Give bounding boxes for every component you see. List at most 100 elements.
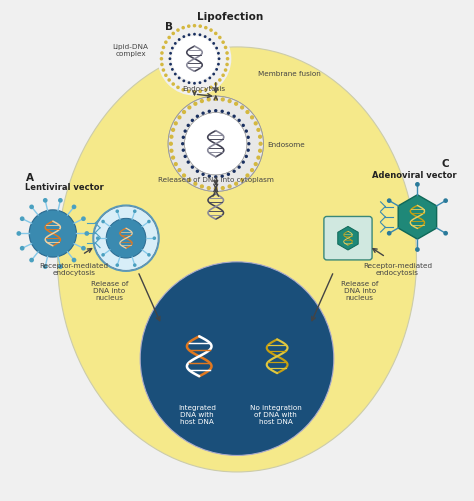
Circle shape bbox=[220, 98, 225, 102]
Circle shape bbox=[204, 80, 207, 83]
Circle shape bbox=[258, 149, 262, 154]
Circle shape bbox=[232, 170, 236, 173]
Circle shape bbox=[193, 102, 198, 107]
Circle shape bbox=[172, 37, 217, 82]
Circle shape bbox=[220, 110, 224, 114]
Circle shape bbox=[169, 53, 172, 56]
Text: Receptor-mediated
endocytosis: Receptor-mediated endocytosis bbox=[363, 263, 432, 276]
Circle shape bbox=[232, 115, 236, 119]
Circle shape bbox=[72, 258, 76, 263]
Circle shape bbox=[221, 41, 225, 45]
Circle shape bbox=[415, 183, 420, 187]
Circle shape bbox=[169, 58, 172, 61]
Circle shape bbox=[245, 130, 248, 134]
Circle shape bbox=[84, 231, 89, 236]
Text: A: A bbox=[26, 172, 34, 182]
Circle shape bbox=[218, 79, 222, 83]
Circle shape bbox=[242, 161, 245, 164]
Circle shape bbox=[214, 187, 218, 191]
Circle shape bbox=[256, 156, 261, 160]
Circle shape bbox=[227, 112, 230, 116]
Circle shape bbox=[133, 210, 137, 213]
Text: Integrated
DNA with
host DNA: Integrated DNA with host DNA bbox=[178, 404, 216, 424]
Circle shape bbox=[196, 170, 199, 173]
Circle shape bbox=[240, 178, 244, 183]
Circle shape bbox=[250, 169, 254, 173]
Circle shape bbox=[187, 106, 191, 110]
Circle shape bbox=[160, 52, 164, 56]
Circle shape bbox=[209, 86, 213, 90]
Circle shape bbox=[220, 186, 225, 191]
Circle shape bbox=[209, 77, 211, 80]
Circle shape bbox=[171, 156, 175, 160]
Circle shape bbox=[43, 198, 47, 203]
Circle shape bbox=[116, 264, 119, 268]
Circle shape bbox=[187, 178, 191, 183]
Circle shape bbox=[191, 166, 194, 169]
Ellipse shape bbox=[57, 48, 417, 472]
Circle shape bbox=[184, 113, 247, 175]
Circle shape bbox=[183, 130, 187, 134]
Circle shape bbox=[182, 27, 185, 31]
Text: Lipid-DNA
complex: Lipid-DNA complex bbox=[113, 44, 149, 57]
Circle shape bbox=[256, 128, 261, 133]
Circle shape bbox=[228, 100, 232, 104]
Circle shape bbox=[164, 74, 168, 78]
Text: Release of
DNA into
nucleus: Release of DNA into nucleus bbox=[341, 281, 378, 301]
Circle shape bbox=[209, 39, 211, 42]
Text: Receptor-mediated
endocytosis: Receptor-mediated endocytosis bbox=[39, 263, 109, 276]
Circle shape bbox=[176, 86, 180, 90]
Circle shape bbox=[173, 163, 178, 167]
Circle shape bbox=[227, 173, 230, 177]
Circle shape bbox=[254, 122, 258, 126]
Circle shape bbox=[173, 122, 178, 126]
Circle shape bbox=[116, 210, 119, 213]
Circle shape bbox=[58, 198, 63, 203]
Circle shape bbox=[29, 210, 76, 258]
Circle shape bbox=[167, 37, 171, 40]
Circle shape bbox=[237, 119, 241, 123]
Circle shape bbox=[246, 136, 250, 140]
Circle shape bbox=[415, 247, 420, 253]
Circle shape bbox=[183, 155, 187, 159]
Circle shape bbox=[176, 29, 180, 33]
Circle shape bbox=[20, 246, 25, 251]
Circle shape bbox=[240, 106, 244, 110]
Circle shape bbox=[220, 175, 224, 178]
Circle shape bbox=[212, 74, 215, 76]
Circle shape bbox=[226, 58, 229, 62]
Circle shape bbox=[200, 185, 204, 189]
Circle shape bbox=[178, 77, 181, 80]
Circle shape bbox=[172, 33, 175, 36]
Circle shape bbox=[182, 89, 185, 92]
Circle shape bbox=[162, 69, 165, 73]
Circle shape bbox=[182, 80, 185, 83]
Circle shape bbox=[158, 23, 231, 96]
Circle shape bbox=[218, 37, 222, 40]
Circle shape bbox=[387, 199, 392, 203]
Circle shape bbox=[172, 83, 175, 87]
Circle shape bbox=[29, 205, 34, 210]
Circle shape bbox=[169, 64, 172, 67]
Circle shape bbox=[246, 111, 250, 115]
Circle shape bbox=[221, 74, 225, 78]
Circle shape bbox=[160, 58, 163, 62]
Text: B: B bbox=[164, 22, 173, 32]
Circle shape bbox=[160, 64, 164, 67]
Circle shape bbox=[217, 53, 220, 56]
Circle shape bbox=[182, 149, 185, 153]
Circle shape bbox=[177, 116, 182, 120]
Circle shape bbox=[215, 48, 218, 51]
Circle shape bbox=[171, 48, 174, 51]
Circle shape bbox=[147, 220, 151, 224]
Circle shape bbox=[209, 29, 213, 33]
Circle shape bbox=[169, 149, 173, 154]
Circle shape bbox=[254, 163, 258, 167]
Circle shape bbox=[212, 43, 215, 46]
Circle shape bbox=[140, 263, 334, 455]
Circle shape bbox=[443, 199, 448, 203]
Circle shape bbox=[169, 142, 173, 147]
Circle shape bbox=[208, 175, 211, 178]
Circle shape bbox=[193, 25, 196, 29]
Circle shape bbox=[234, 102, 238, 107]
